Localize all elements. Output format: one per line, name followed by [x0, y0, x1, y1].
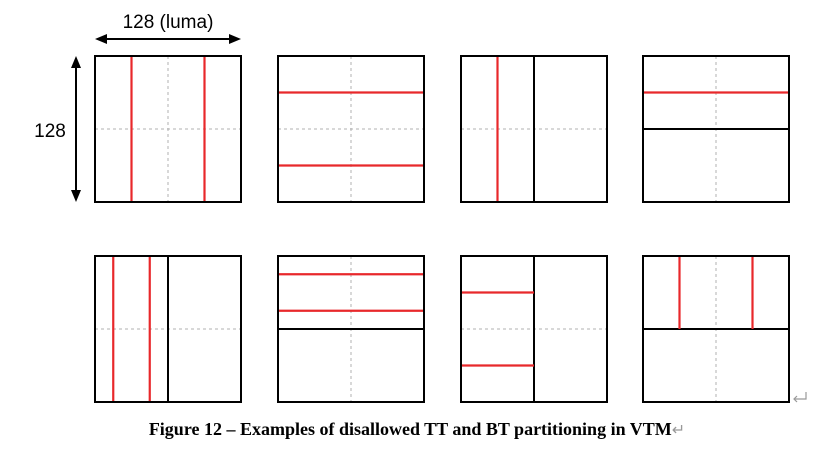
caption-return-mark: ↵ — [671, 422, 686, 439]
caption-text: Figure 12 – Examples of disallowed TT an… — [148, 419, 672, 439]
ctu-block-border — [277, 255, 425, 403]
height-arrow-bottom-head — [71, 190, 81, 202]
ctu-block-border — [277, 55, 425, 203]
ctu-block-border — [642, 55, 790, 203]
width-arrow-right-head — [229, 34, 241, 44]
height-arrow-top-head — [71, 56, 81, 68]
width-label: 128 (luma) — [123, 12, 214, 33]
block-vertical-bt-then-vertical-bt — [460, 55, 608, 203]
ctu-block-border — [642, 255, 790, 403]
ctu-block-border — [94, 55, 242, 203]
paragraph-mark-right — [793, 392, 807, 403]
figure-caption: Figure 12 – Examples of disallowed TT an… — [0, 419, 834, 440]
ctu-block-border — [460, 255, 608, 403]
block-horizontal-bt-then-horizontal-bt — [642, 55, 790, 203]
block-horizontal-tt — [277, 55, 425, 203]
height-dimension: 128 — [34, 56, 81, 202]
ctu-block-border — [460, 55, 608, 203]
ctu-block-border — [94, 255, 242, 403]
block-horizontal-bt-then-vertical-tt — [642, 255, 790, 403]
block-vertical-bt-then-vertical-tt — [94, 255, 242, 403]
block-vertical-bt-then-horizontal-tt — [460, 255, 608, 403]
width-dimension: 128 (luma) — [95, 12, 241, 44]
block-horizontal-bt-then-horizontal-tt — [277, 255, 425, 403]
width-arrow-left-head — [95, 34, 107, 44]
block-vertical-tt — [94, 55, 242, 203]
partition-blocks — [94, 55, 790, 403]
height-label: 128 — [34, 121, 66, 142]
partition-diagram: 128 (luma) 128 — [34, 12, 807, 403]
